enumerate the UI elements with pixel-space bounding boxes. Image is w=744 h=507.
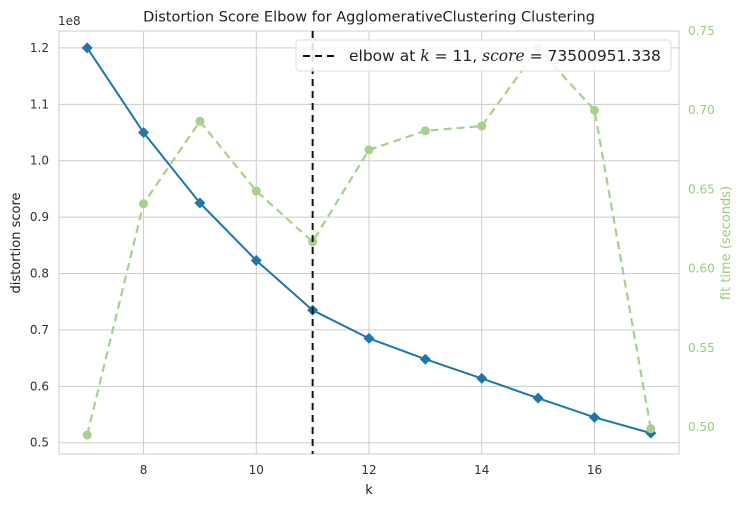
- y-tick-label: 0.5: [30, 436, 49, 450]
- series-1-point: [363, 332, 375, 344]
- series-1-point: [81, 42, 93, 54]
- series-2-point: [364, 145, 374, 155]
- y-right-tick-label: 0.50: [688, 420, 715, 434]
- y-axis-ticks: 0.5 0.6 0.7 0.8 0.9 1.0 1.1 1.2: [30, 41, 49, 450]
- x-tick-label: 16: [587, 463, 602, 477]
- series-2-point: [251, 186, 261, 196]
- series-2-point: [646, 424, 656, 434]
- y-offset-label: 1e8: [58, 14, 81, 28]
- series-1-point: [194, 197, 206, 209]
- legend-box: [295, 39, 672, 72]
- y-tick-label: 0.7: [30, 323, 49, 337]
- y-right-tick-label: 0.70: [688, 103, 715, 117]
- series-2-point: [589, 105, 599, 115]
- y-tick-label: 0.8: [30, 267, 49, 281]
- series-1-point: [250, 255, 262, 267]
- y-tick-label: 1.0: [30, 154, 49, 168]
- x-axis-label: k: [365, 483, 373, 498]
- y-tick-label: 0.6: [30, 379, 49, 393]
- y-tick-label: 0.9: [30, 210, 49, 224]
- series-1-point: [532, 392, 544, 404]
- y-right-tick-label: 0.55: [688, 341, 715, 355]
- series-1-point: [419, 353, 431, 365]
- series-2-point: [477, 121, 487, 131]
- grid: [59, 31, 679, 454]
- y-right-tick-label: 0.75: [688, 24, 715, 38]
- x-tick-label: 14: [474, 463, 489, 477]
- legend-label: elbow at k = 11, score = 73500951.338: [349, 47, 661, 65]
- series-2-point: [82, 430, 92, 440]
- x-tick-label: 8: [140, 463, 148, 477]
- x-tick-label: 10: [249, 463, 264, 477]
- x-tick-label: 12: [361, 463, 376, 477]
- y-axis-label: distortion score: [9, 193, 24, 294]
- series-2-point: [195, 116, 205, 126]
- series-2-point: [139, 199, 149, 209]
- series-1-point: [476, 372, 488, 384]
- legend: elbow at k = 11, score = 73500951.338: [295, 39, 672, 72]
- y-right-tick-label: 0.65: [688, 182, 715, 196]
- y-tick-label: 1.1: [30, 97, 49, 111]
- y-axis-right-ticks: 0.50 0.55 0.60 0.65 0.70 0.75: [688, 24, 715, 434]
- chart-title: Distortion Score Elbow for Agglomerative…: [143, 10, 595, 26]
- y-tick-label: 1.2: [30, 41, 49, 55]
- series-1-point: [138, 127, 150, 139]
- y-axis-right-label: fit time (seconds): [719, 186, 734, 300]
- x-axis-ticks: 8 10 12 14 16: [140, 463, 602, 477]
- y-right-tick-label: 0.60: [688, 262, 715, 276]
- series-2-point: [420, 126, 430, 136]
- series-1-point: [588, 411, 600, 423]
